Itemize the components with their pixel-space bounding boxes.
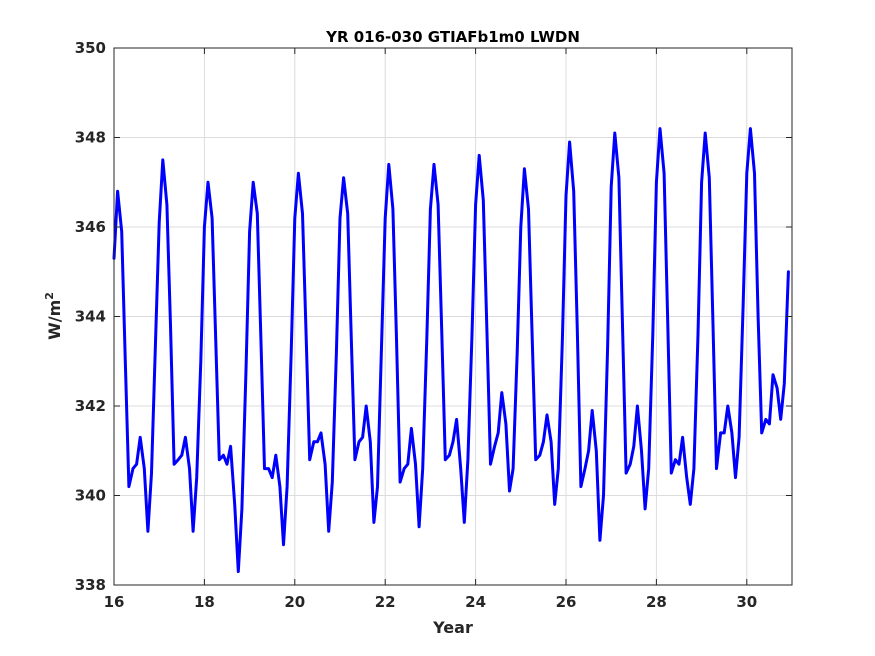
y-axis-label-text: W/m	[45, 300, 64, 340]
y-tick-label: 344	[75, 308, 106, 326]
y-tick-label: 346	[75, 218, 106, 236]
y-tick-label: 338	[75, 576, 106, 594]
chart-title: YR 016-030 GTIAFb1m0 LWDN	[325, 28, 580, 46]
y-tick-label: 342	[75, 397, 106, 415]
y-tick-label: 340	[75, 487, 106, 505]
y-tick-labels: 338 340 342 344 346 348 350	[75, 39, 106, 594]
y-axis-label-exponent: 2	[43, 292, 56, 300]
x-tick-label: 22	[375, 593, 396, 611]
x-tick-label: 30	[736, 593, 757, 611]
y-tick-label: 348	[75, 129, 106, 147]
data-layer	[112, 127, 790, 574]
x-tick-label: 28	[646, 593, 667, 611]
series-line	[112, 127, 790, 574]
y-axis-label: W/m2	[43, 292, 64, 340]
x-axis-label: Year	[432, 618, 473, 637]
x-tick-label: 16	[104, 593, 125, 611]
x-tick-labels: 16 18 20 22 24 26 28 30	[104, 593, 758, 611]
x-tick-label: 24	[465, 593, 486, 611]
x-tick-label: 18	[194, 593, 215, 611]
x-tick-label: 26	[556, 593, 577, 611]
x-tick-label: 20	[284, 593, 305, 611]
y-tick-label: 350	[75, 39, 106, 57]
tick-marks	[113, 47, 792, 586]
